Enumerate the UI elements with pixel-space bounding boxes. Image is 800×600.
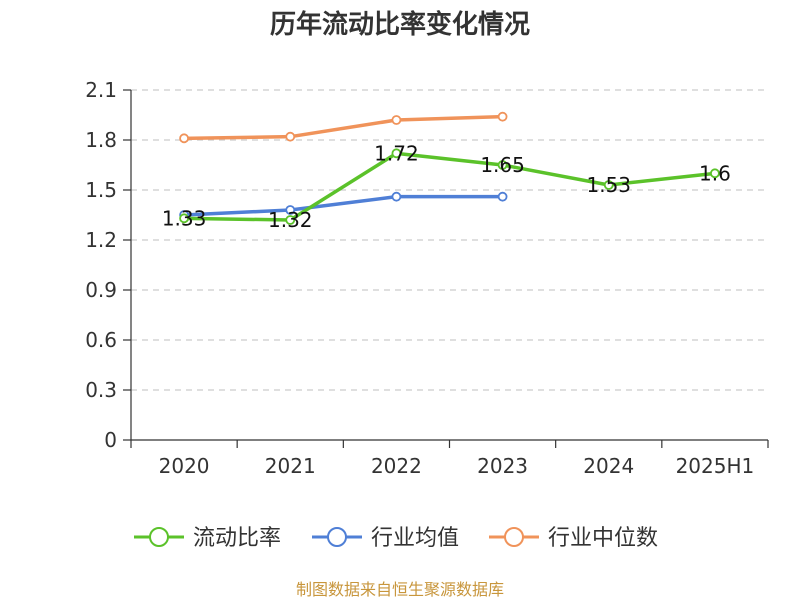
legend-label: 流动比率 xyxy=(193,526,281,551)
y-tick-label: 1.2 xyxy=(85,228,117,252)
data-point xyxy=(497,191,508,202)
legend-item[interactable]: 行业均值 xyxy=(312,526,459,551)
x-tick-label: 2023 xyxy=(477,454,528,478)
data-point xyxy=(497,160,508,170)
axes: 0 0.3 0.6 0.9 1.2 1.5 1.8 2.1 2020 2021 2022 2023 20… xyxy=(85,78,769,478)
data-label: 1.33 xyxy=(162,206,207,230)
y-tick-label: 1.5 xyxy=(85,178,117,202)
chart-title: 历年流动比率变化情况 xyxy=(270,9,530,40)
series-layer xyxy=(179,111,720,225)
series-line xyxy=(184,151,716,222)
data-point xyxy=(391,148,402,159)
legend-item[interactable]: 流动比率 xyxy=(134,526,281,551)
series-line xyxy=(184,114,503,141)
series-1 xyxy=(179,148,720,225)
data-label: 1.32 xyxy=(268,208,313,232)
data-point xyxy=(285,205,296,215)
source-note: 制图数据来自恒生聚源数据库 xyxy=(296,580,504,599)
y-tick-label: 0.9 xyxy=(85,278,117,302)
legend-marker xyxy=(149,527,169,547)
data-point xyxy=(497,111,508,122)
data-point xyxy=(603,180,614,190)
data-point xyxy=(285,215,296,225)
y-tick-label: 0 xyxy=(104,428,117,452)
legend-label: 行业中位数 xyxy=(548,526,658,551)
y-tick-label: 1.8 xyxy=(85,128,117,152)
legend-marker xyxy=(504,527,524,547)
y-tick-label: 0.6 xyxy=(85,328,117,352)
data-labels: 1.33 1.32 1.72 1.65 1.53 1.6 xyxy=(162,141,731,232)
legend-label: 行业均值 xyxy=(371,526,459,551)
x-tick-label: 2025H1 xyxy=(676,454,755,478)
data-point xyxy=(179,133,189,144)
x-tick-label: 2022 xyxy=(371,454,422,478)
legend-marker xyxy=(327,527,347,547)
series-2 xyxy=(179,191,508,220)
y-tick-label: 2.1 xyxy=(85,78,117,102)
legend: 流动比率 行业均值 行业中位数 xyxy=(134,526,658,551)
gridlines xyxy=(131,89,768,391)
x-tick-label: 2024 xyxy=(583,454,634,478)
data-point xyxy=(710,168,720,179)
data-point xyxy=(391,115,402,125)
legend-item[interactable]: 行业中位数 xyxy=(489,526,658,551)
data-label: 1.53 xyxy=(586,173,631,197)
x-tick-label: 2020 xyxy=(159,454,210,478)
x-tick-label: 2021 xyxy=(265,454,316,478)
data-label: 1.65 xyxy=(480,153,525,177)
data-label: 1.72 xyxy=(374,141,419,165)
data-point xyxy=(285,131,296,142)
series-3 xyxy=(179,111,508,144)
data-point xyxy=(179,213,189,224)
y-tick-label: 0.3 xyxy=(85,378,117,402)
data-point xyxy=(391,191,402,202)
data-label: 1.6 xyxy=(699,161,731,185)
series-line xyxy=(184,194,503,217)
